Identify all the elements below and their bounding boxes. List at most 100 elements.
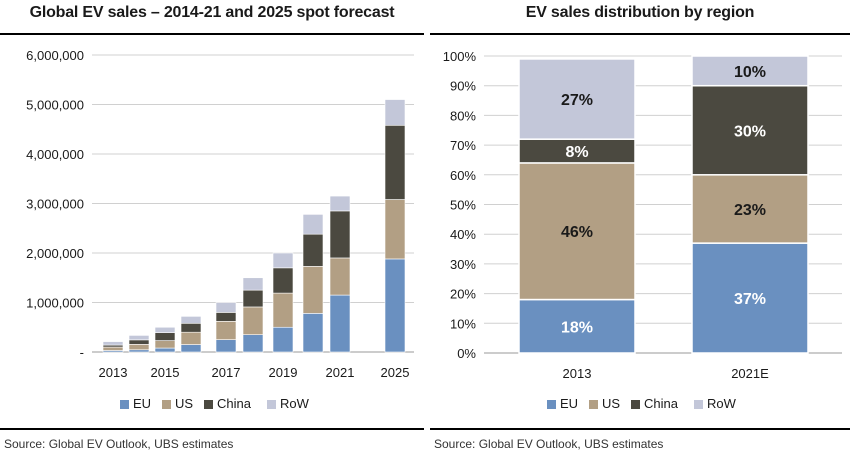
right-x-tick-label: 2013 <box>563 366 592 381</box>
left-bar-china-2025 <box>384 124 406 200</box>
right-data-label-china-2021e: 30% <box>734 123 766 140</box>
left-bar-row-2015 <box>154 326 176 333</box>
right-legend-label-china: China <box>644 396 679 411</box>
right-title-rule <box>430 33 850 35</box>
right-y-tick-label: 100% <box>443 49 477 64</box>
left-legend-swatch-china <box>204 400 213 409</box>
left-bar-eu-2018 <box>242 334 264 353</box>
left-legend-label-china: China <box>217 396 252 411</box>
right-y-tick-label: 80% <box>450 108 476 123</box>
left-bar-china-2021 <box>329 210 351 259</box>
left-x-tick-label: 2017 <box>212 365 241 380</box>
left-legend-label-us: US <box>175 396 193 411</box>
right-legend-swatch-eu <box>547 400 556 409</box>
left-bar-eu-2015 <box>154 347 176 353</box>
left-bar-row-2014 <box>128 335 150 341</box>
left-legend-swatch-us <box>162 400 171 409</box>
right-y-tick-label: 90% <box>450 79 476 94</box>
left-bar-us-2017 <box>215 321 237 340</box>
right-data-label-us-2021e: 23% <box>734 202 766 219</box>
left-y-tick-label: 5,000,000 <box>26 98 84 113</box>
right-data-label-china-2013: 8% <box>565 144 588 161</box>
right-data-label-eu-2021e: 37% <box>734 291 766 308</box>
left-bar-us-2025 <box>384 199 406 260</box>
left-bar-us-2021 <box>329 257 351 296</box>
left-bar-row-2021 <box>329 195 351 212</box>
right-y-tick-label: 40% <box>450 227 476 242</box>
left-bar-us-2016 <box>180 331 202 345</box>
right-data-label-row-2013: 27% <box>561 92 593 109</box>
left-y-tick-label: 4,000,000 <box>26 147 84 162</box>
left-bar-china-2020 <box>302 233 324 267</box>
left-bar-row-2018 <box>242 277 264 291</box>
right-chart-panel: EV sales distribution by region 0% 10% 20%… <box>430 0 850 465</box>
left-x-tick-label: 2021 <box>326 365 355 380</box>
right-legend-label-eu: EU <box>560 396 578 411</box>
right-legend-label-us: US <box>602 396 620 411</box>
left-bar-eu-2016 <box>180 344 202 353</box>
right-y-tick-label: 20% <box>450 287 476 302</box>
left-y-tick-label: 6,000,000 <box>26 48 84 63</box>
left-bar-row-2016 <box>180 316 202 324</box>
left-x-tick-label: 2015 <box>151 365 180 380</box>
right-data-label-row-2021e: 10% <box>734 64 766 81</box>
right-bar-eu-2013 <box>518 298 636 354</box>
left-legend-label-row: RoW <box>280 396 310 411</box>
left-bar-eu-2021 <box>329 294 351 353</box>
left-source-note: Source: Global EV Outlook, UBS estimates <box>4 437 234 451</box>
left-chart-title: Global EV sales – 2014-21 and 2025 spot … <box>29 4 395 21</box>
right-bar-china-2021e <box>691 84 809 176</box>
right-bar-row-2021e <box>691 55 809 87</box>
right-bar-eu-2021e <box>691 242 809 354</box>
left-bar-row-2013 <box>102 341 124 346</box>
right-bar-us-2021e <box>691 174 809 244</box>
left-legend-swatch-row <box>267 400 276 409</box>
left-bar-eu-2020 <box>302 313 324 353</box>
left-bar-us-2019 <box>272 292 294 328</box>
left-bar-china-2015 <box>154 332 176 341</box>
right-legend-swatch-row <box>694 400 703 409</box>
left-bar-row-2020 <box>302 214 324 235</box>
right-y-tick-label: 10% <box>450 316 476 331</box>
left-x-tick-label: 2019 <box>269 365 298 380</box>
left-legend-swatch-eu <box>120 400 129 409</box>
left-bar-row-2019 <box>272 252 294 269</box>
right-data-label-eu-2013: 18% <box>561 319 593 336</box>
right-legend-swatch-china <box>631 400 640 409</box>
left-y-tick-label: 3,000,000 <box>26 197 84 212</box>
right-legend-label-row: RoW <box>707 396 737 411</box>
left-legend-label-eu: EU <box>133 396 151 411</box>
left-y-tick-label: 2,000,000 <box>26 246 84 261</box>
right-y-tick-label: 0% <box>457 346 476 361</box>
left-chart-panel: Global EV sales – 2014-21 and 2025 spot … <box>0 0 424 465</box>
right-chart-title: EV sales distribution by region <box>525 4 755 21</box>
left-bar-row-2017 <box>215 302 237 313</box>
left-bar-us-2015 <box>154 340 176 349</box>
left-bar-us-2014 <box>128 344 150 351</box>
left-bar-eu-2014 <box>128 349 150 353</box>
left-bar-eu-2019 <box>272 326 294 353</box>
right-source-note: Source: Global EV Outlook, UBS estimates <box>434 437 664 451</box>
right-source-rule <box>430 428 850 430</box>
left-bar-row-2025 <box>384 99 406 126</box>
right-x-tick-label: 2021E <box>731 366 769 381</box>
left-source-rule <box>0 428 424 430</box>
left-chart-svg: - 1,000,000 2,000,000 3,000,000 4,000,000 5,0… <box>26 48 414 411</box>
left-x-tick-label: 2013 <box>99 365 128 380</box>
right-y-tick-label: 50% <box>450 198 476 213</box>
left-bar-us-2020 <box>302 266 324 314</box>
left-bar-us-2013 <box>102 346 124 351</box>
left-bar-eu-2025 <box>384 258 406 353</box>
left-y-tick-label: - <box>80 345 84 360</box>
right-y-tick-label: 60% <box>450 168 476 183</box>
left-bar-china-2017 <box>215 312 237 322</box>
left-title-rule <box>0 33 424 35</box>
left-bar-eu-2017 <box>215 339 237 353</box>
right-y-tick-label: 30% <box>450 257 476 272</box>
left-x-tick-label: 2025 <box>381 365 410 380</box>
right-bar-row-2013 <box>518 58 636 140</box>
left-y-tick-label: 1,000,000 <box>26 296 84 311</box>
left-bar-china-2018 <box>242 289 264 308</box>
right-legend-swatch-us <box>589 400 598 409</box>
left-bar-china-2019 <box>272 267 294 294</box>
